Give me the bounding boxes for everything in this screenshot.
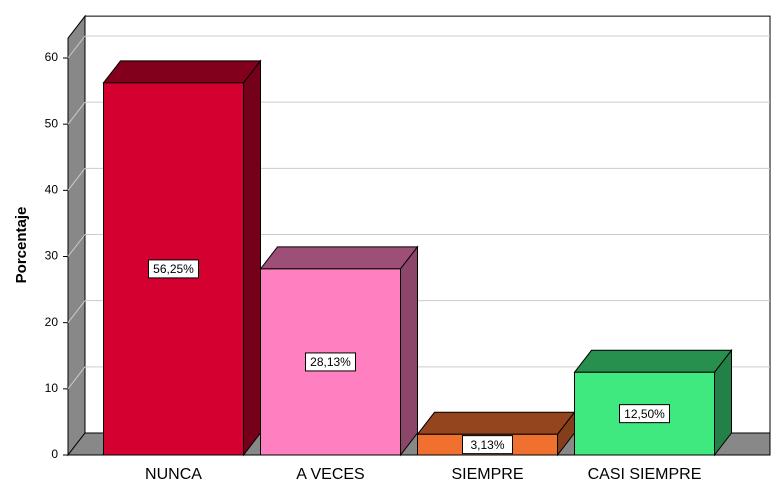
value-label: 3,13% bbox=[470, 438, 504, 452]
value-label: 28,13% bbox=[310, 355, 351, 369]
value-label-box bbox=[462, 435, 513, 455]
grid-line bbox=[67, 366, 86, 390]
y-axis-label: Porcentaje bbox=[13, 207, 30, 284]
left-wall bbox=[67, 14, 86, 457]
value-label: 56,25% bbox=[153, 262, 194, 276]
y-tick-label: 0 bbox=[51, 447, 58, 461]
bar-top bbox=[102, 60, 262, 84]
y-tick-label: 20 bbox=[45, 315, 59, 329]
grid-line bbox=[67, 168, 86, 191]
bar-side bbox=[243, 59, 261, 457]
grid-line bbox=[67, 101, 86, 125]
value-label-box bbox=[148, 259, 199, 279]
x-tick-label: CASI SIEMPRE bbox=[588, 466, 702, 483]
value-label-box bbox=[305, 352, 356, 372]
y-tick-label: 10 bbox=[45, 381, 59, 395]
bar-top bbox=[259, 246, 419, 270]
x-tick-label: SIEMPRE bbox=[451, 466, 523, 483]
value-label-box bbox=[619, 404, 670, 424]
y-tick-label: 50 bbox=[45, 116, 59, 130]
y-tick-label: 30 bbox=[45, 249, 59, 263]
bar-top bbox=[416, 411, 576, 435]
y-tick-label: 60 bbox=[45, 50, 59, 64]
grid-line bbox=[67, 234, 86, 257]
y-tick-label: 40 bbox=[45, 183, 59, 197]
bar-side bbox=[400, 245, 418, 457]
grid-line bbox=[67, 300, 86, 323]
value-label: 12,50% bbox=[624, 407, 665, 421]
x-tick-label: NUNCA bbox=[145, 466, 202, 483]
bar-top bbox=[573, 349, 733, 373]
grid-line bbox=[67, 35, 86, 59]
x-tick-label: A VECES bbox=[296, 466, 364, 483]
